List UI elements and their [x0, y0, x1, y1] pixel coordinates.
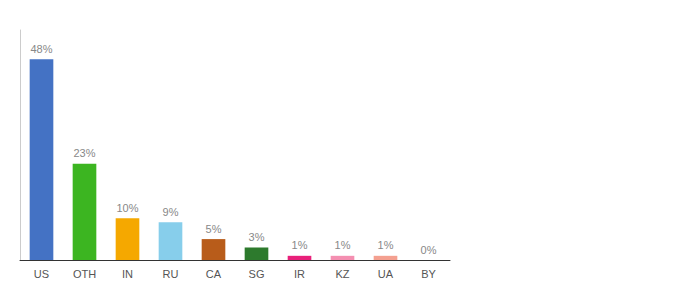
svg-text:OTH: OTH: [73, 268, 96, 280]
svg-text:BY: BY: [421, 268, 436, 280]
svg-text:48%: 48%: [30, 43, 52, 55]
svg-text:5%: 5%: [206, 223, 222, 235]
svg-text:1%: 1%: [292, 239, 308, 251]
svg-text:23%: 23%: [73, 147, 95, 159]
svg-text:RU: RU: [163, 268, 179, 280]
svg-text:3%: 3%: [249, 231, 265, 243]
svg-text:UA: UA: [378, 268, 394, 280]
svg-text:IR: IR: [294, 268, 305, 280]
svg-text:CA: CA: [206, 268, 222, 280]
svg-text:SG: SG: [249, 268, 265, 280]
svg-text:9%: 9%: [163, 206, 179, 218]
svg-text:KZ: KZ: [335, 268, 349, 280]
svg-text:US: US: [34, 268, 49, 280]
svg-text:1%: 1%: [378, 239, 394, 251]
svg-text:10%: 10%: [116, 202, 138, 214]
svg-text:1%: 1%: [335, 239, 351, 251]
svg-text:0%: 0%: [421, 244, 437, 256]
svg-text:IN: IN: [122, 268, 133, 280]
